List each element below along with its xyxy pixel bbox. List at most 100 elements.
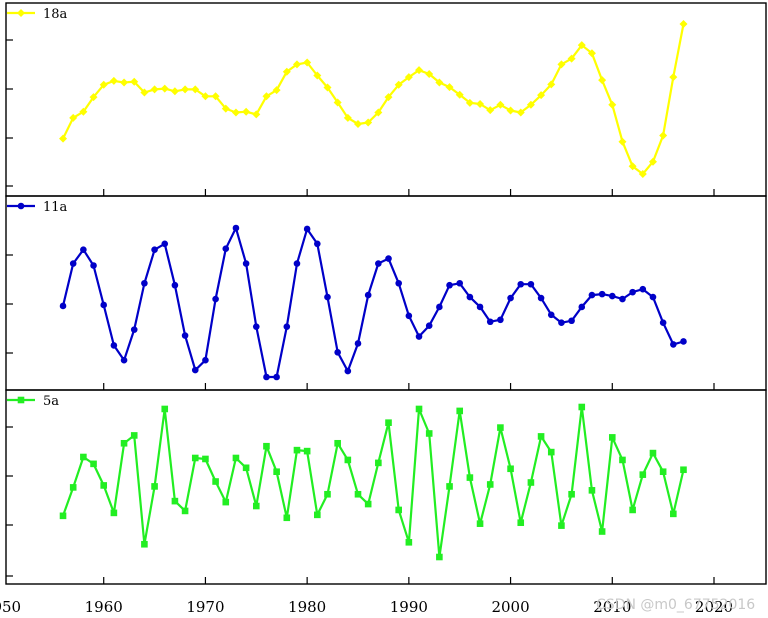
data-point — [558, 522, 565, 529]
data-point — [446, 281, 453, 289]
data-point — [242, 464, 250, 472]
data-point — [201, 92, 210, 101]
data-point — [507, 294, 514, 302]
data-point — [354, 490, 362, 498]
data-point — [588, 291, 596, 299]
data-point — [375, 260, 382, 267]
data-point — [334, 439, 341, 447]
data-point — [354, 120, 362, 128]
data-point — [293, 446, 301, 454]
data-point — [292, 60, 301, 69]
data-point — [497, 316, 504, 324]
data-point — [415, 333, 423, 340]
data-point — [69, 113, 78, 122]
data-point — [670, 341, 677, 348]
panel-frame — [5, 389, 767, 585]
data-point — [425, 430, 433, 437]
data-point — [526, 100, 535, 109]
legend-marker — [17, 202, 25, 210]
data-point — [364, 291, 372, 299]
data-point — [436, 553, 443, 561]
data-point — [171, 497, 179, 505]
data-point — [456, 407, 464, 415]
data-point — [130, 432, 138, 439]
data-point — [314, 511, 321, 519]
data-point — [435, 78, 444, 87]
data-point — [344, 456, 352, 464]
data-point — [486, 106, 495, 115]
data-point — [364, 118, 373, 127]
data-point — [506, 106, 515, 115]
data-point — [415, 66, 424, 75]
data-point — [110, 509, 118, 517]
data-point — [303, 58, 312, 67]
data-point — [283, 323, 291, 330]
data-point — [232, 224, 240, 232]
data-point — [181, 85, 190, 94]
data-point — [547, 80, 556, 89]
data-point — [598, 290, 606, 298]
data-point — [212, 295, 219, 303]
data-point — [659, 319, 667, 327]
data-point — [628, 162, 637, 171]
data-point — [537, 433, 545, 440]
data-point — [263, 373, 270, 381]
x-tick-label: 2020 — [695, 598, 733, 616]
data-point — [69, 260, 77, 267]
data-point — [202, 356, 209, 364]
data-point — [161, 405, 169, 413]
data-point — [516, 108, 525, 117]
data-point — [252, 110, 261, 119]
data-point — [679, 20, 688, 28]
data-point — [436, 303, 443, 311]
data-point — [160, 84, 169, 93]
data-point — [272, 86, 281, 95]
data-point — [466, 293, 474, 301]
data-point — [262, 92, 271, 101]
data-point — [659, 468, 667, 476]
data-point — [211, 92, 220, 101]
data-point — [537, 91, 546, 100]
legend-marker — [17, 396, 25, 404]
data-point — [537, 294, 545, 302]
data-point — [263, 442, 270, 450]
data-point — [568, 490, 575, 498]
data-point — [547, 448, 555, 456]
data-point — [90, 262, 97, 269]
data-point — [344, 367, 352, 375]
data-point — [517, 519, 525, 526]
data-point — [395, 279, 402, 287]
data-point — [191, 454, 199, 462]
data-point — [577, 41, 586, 50]
data-point — [191, 85, 200, 94]
data-point — [527, 280, 535, 288]
data-point — [629, 506, 636, 514]
data-point — [364, 500, 372, 508]
data-point — [466, 474, 474, 481]
legend-label: 18a — [43, 7, 68, 22]
series-line-18a — [62, 23, 685, 176]
data-point — [405, 312, 413, 320]
x-tick-label: 2010 — [593, 598, 631, 616]
data-point — [446, 483, 453, 490]
data-point — [151, 246, 158, 254]
data-point — [476, 520, 484, 527]
x-axis: 1950 1960 1970 1980 1990 2000 2010 2020 — [0, 598, 733, 616]
data-point — [680, 338, 687, 345]
data-point — [375, 459, 382, 467]
data-point — [568, 317, 575, 325]
legend-label: 11a — [43, 200, 68, 215]
data-point — [314, 240, 321, 248]
data-point — [171, 281, 179, 289]
data-point — [252, 323, 260, 330]
data-point — [324, 293, 331, 301]
data-point — [486, 318, 494, 326]
data-point — [456, 279, 464, 287]
data-point — [283, 514, 291, 522]
data-point — [639, 285, 647, 293]
data-point — [170, 87, 179, 96]
data-point — [558, 319, 565, 327]
data-point — [242, 107, 251, 116]
data-point — [89, 93, 98, 102]
